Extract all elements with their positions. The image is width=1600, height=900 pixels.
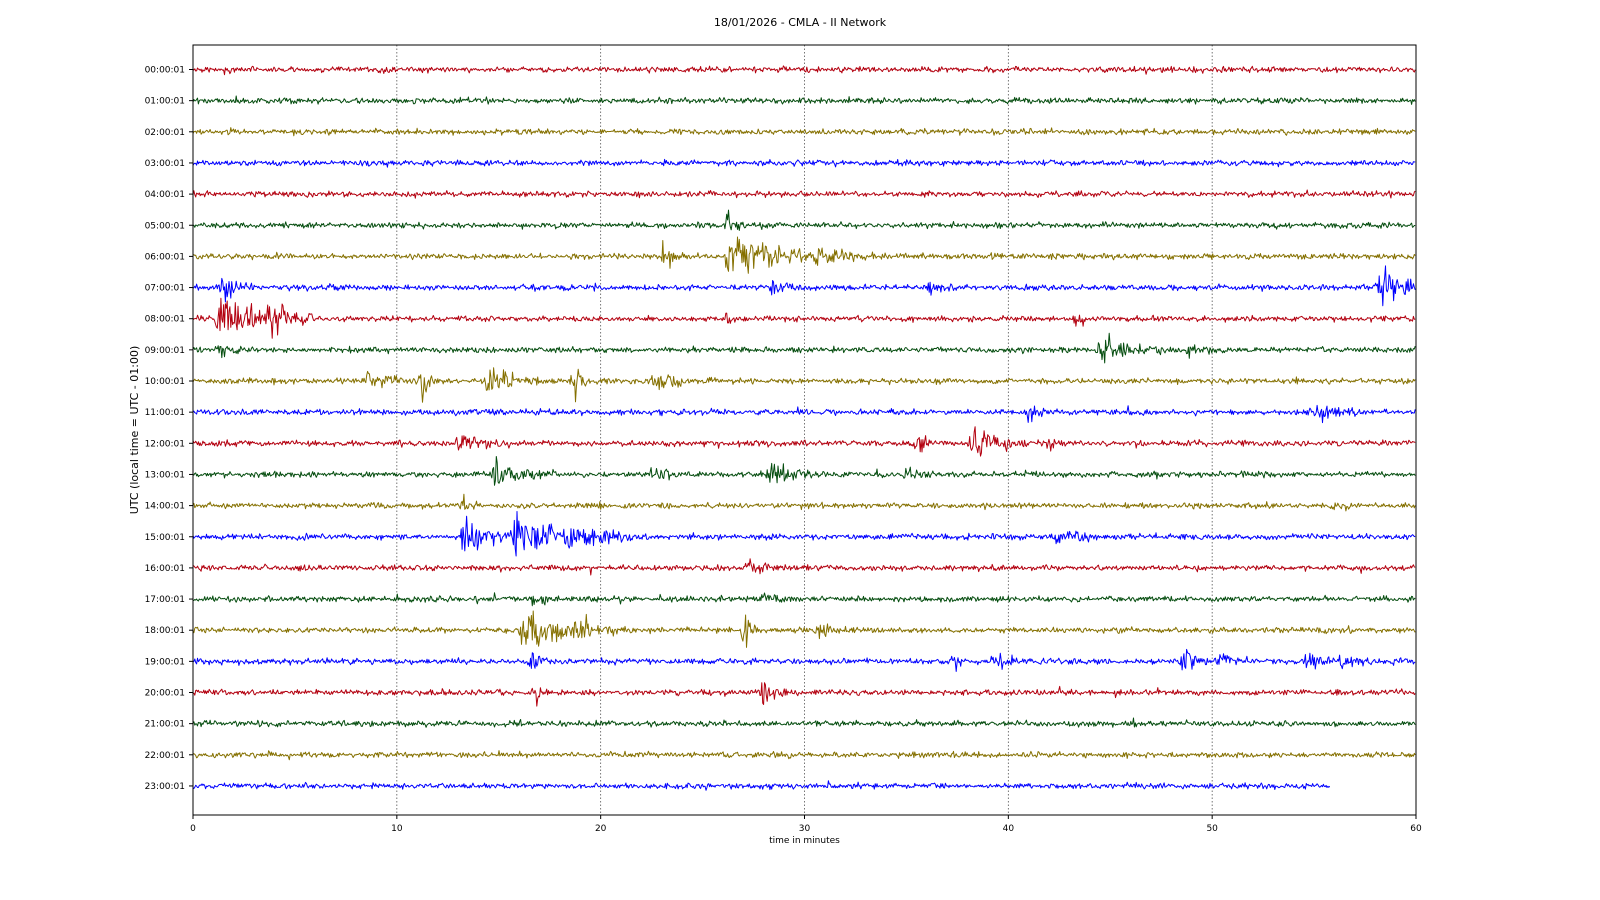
trace-19-00-01 — [192, 648, 1416, 672]
trace-18-00-01 — [192, 610, 1416, 648]
y-tick-label: 14:00:01 — [145, 502, 185, 512]
trace-10-00-01 — [192, 367, 1416, 403]
trace-17-00-01 — [192, 592, 1416, 607]
y-tick-label: 17:00:01 — [145, 595, 185, 605]
trace-02-00-01 — [192, 127, 1416, 137]
y-tick-label: 23:00:01 — [145, 782, 185, 792]
x-tick-label: 0 — [190, 824, 196, 834]
y-tick-label: 13:00:01 — [145, 470, 185, 480]
y-tick-label: 07:00:01 — [145, 284, 185, 294]
y-tick-label: 11:00:01 — [145, 408, 185, 418]
x-axis-label: time in minutes — [769, 836, 840, 846]
y-tick-label: 12:00:01 — [145, 439, 185, 449]
trace-00-00-01 — [192, 65, 1416, 76]
trace-15-00-01 — [192, 511, 1416, 557]
y-tick-label: 16:00:01 — [145, 564, 185, 574]
trace-23-00-01 — [192, 780, 1331, 791]
trace-13-00-01 — [192, 456, 1416, 486]
y-axis: 00:00:01 01:00:01 02:00:01 03:00:01 04:00:01… — [145, 66, 193, 792]
trace-16-00-01 — [193, 558, 1416, 576]
y-tick-label: 04:00:01 — [145, 190, 185, 200]
y-tick-label: 08:00:01 — [145, 315, 185, 325]
trace-01-00-01 — [192, 95, 1416, 105]
y-tick-label: 10:00:01 — [145, 377, 185, 387]
trace-05-00-01 — [192, 209, 1416, 231]
trace-06-00-01 — [192, 236, 1416, 274]
trace-20-00-01 — [192, 682, 1416, 707]
x-tick-label: 50 — [1206, 824, 1218, 834]
y-tick-label: 18:00:01 — [145, 626, 185, 636]
trace-08-00-01 — [192, 297, 1416, 339]
trace-12-00-01 — [192, 426, 1416, 457]
trace-09-00-01 — [192, 332, 1416, 364]
trace-07-00-01 — [192, 265, 1416, 307]
x-tick-label: 10 — [391, 824, 403, 834]
y-tick-label: 02:00:01 — [145, 128, 185, 138]
trace-14-00-01 — [192, 493, 1416, 512]
x-tick-label: 30 — [799, 824, 811, 834]
y-axis-label: UTC (local time = UTC - 01:00) — [128, 346, 141, 515]
trace-03-00-01 — [192, 158, 1416, 168]
x-tick-label: 20 — [595, 824, 607, 834]
x-tick-label: 60 — [1410, 824, 1422, 834]
trace-11-00-01 — [192, 404, 1416, 424]
chart-title: 18/01/2026 - CMLA - II Network — [714, 16, 887, 29]
y-tick-label: 06:00:01 — [145, 252, 185, 262]
x-axis: 0 10 20 30 40 50 60 — [190, 815, 1422, 834]
trace-22-00-01 — [192, 750, 1416, 761]
y-tick-label: 00:00:01 — [145, 66, 185, 76]
y-tick-label: 20:00:01 — [145, 689, 185, 699]
y-tick-label: 15:00:01 — [145, 533, 185, 543]
y-tick-label: 09:00:01 — [145, 346, 185, 356]
y-tick-label: 21:00:01 — [145, 720, 185, 730]
y-tick-label: 19:00:01 — [145, 657, 185, 667]
y-tick-label: 03:00:01 — [145, 159, 185, 169]
trace-21-00-01 — [192, 717, 1416, 728]
y-tick-label: 01:00:01 — [145, 97, 185, 107]
trace-04-00-01 — [192, 189, 1416, 199]
traces — [192, 65, 1416, 791]
y-tick-label: 05:00:01 — [145, 221, 185, 231]
y-tick-label: 22:00:01 — [145, 751, 185, 761]
x-tick-label: 40 — [1003, 824, 1015, 834]
grid-lines — [396, 45, 1213, 815]
